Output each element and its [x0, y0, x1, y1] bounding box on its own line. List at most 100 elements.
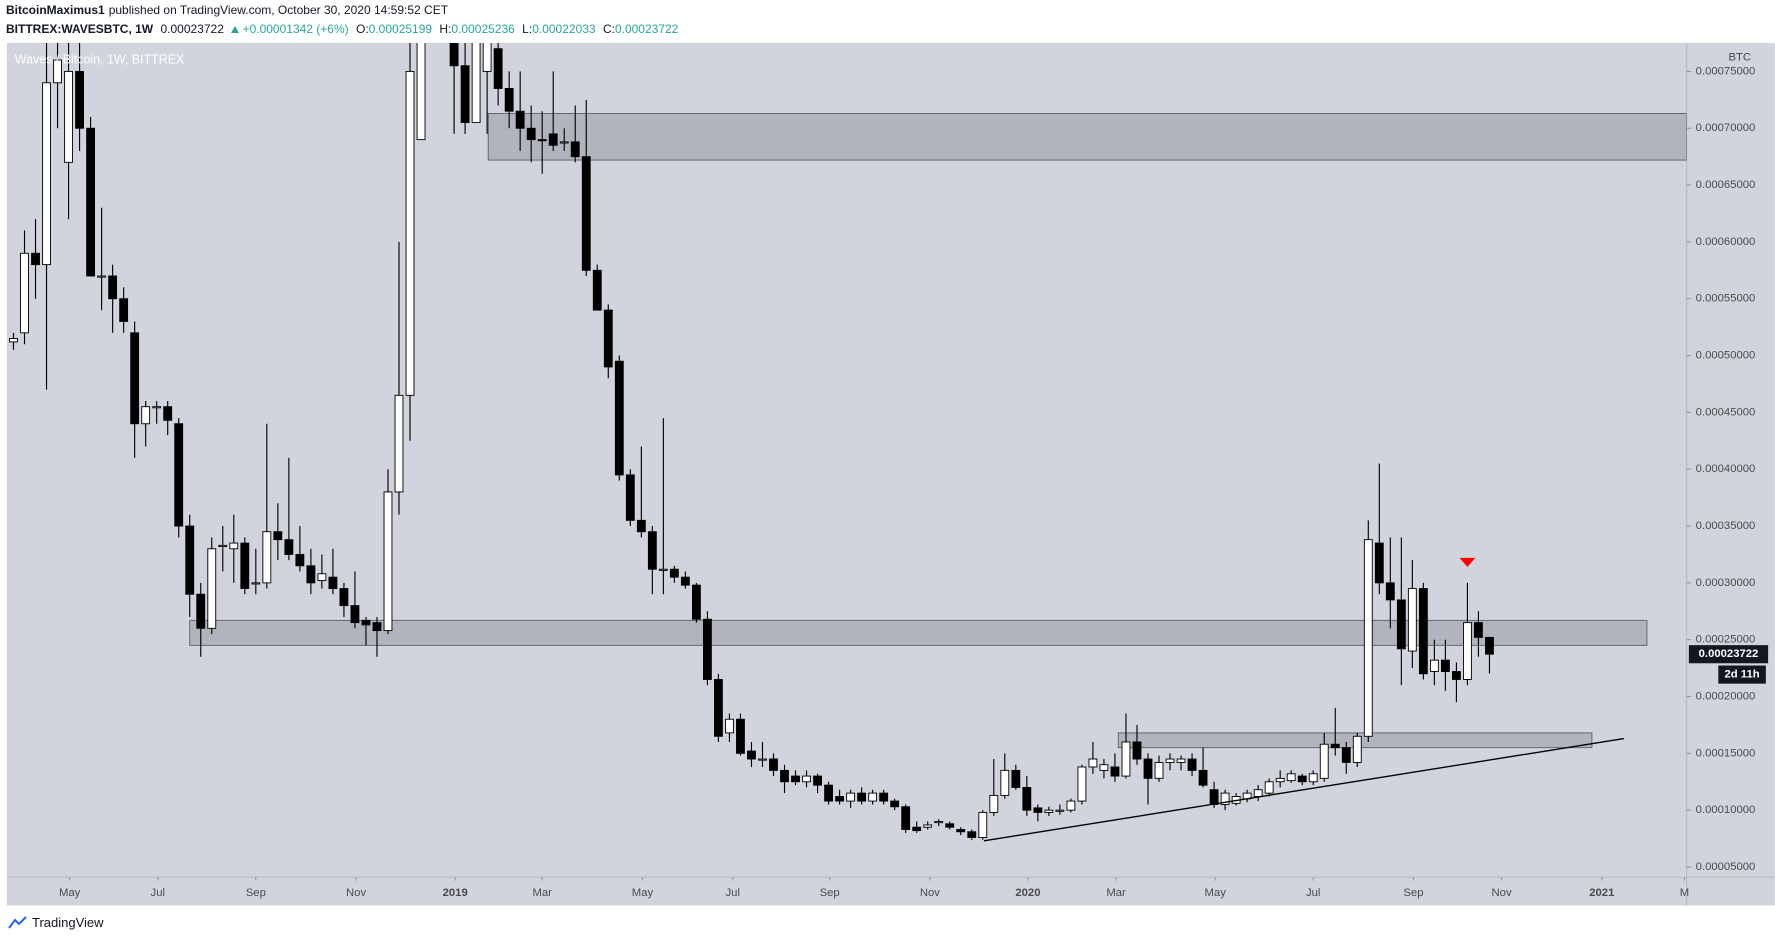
x-tick-label: Sep [1403, 887, 1423, 899]
candle-body [691, 584, 701, 620]
candle-body [1088, 758, 1098, 768]
candle-body [108, 275, 118, 300]
x-tick-label: May [632, 887, 654, 899]
candle-body [1187, 758, 1197, 771]
y-tick-label: 0.00025000 [1696, 634, 1756, 646]
candle-body [163, 406, 173, 421]
candle-body [1440, 659, 1450, 672]
close-value: 0.00023722 [614, 22, 679, 36]
ohlc-label: O: [356, 22, 369, 36]
candle-body [736, 718, 745, 754]
candle-body [581, 156, 591, 271]
candle-body [1044, 809, 1054, 813]
candle-body [1176, 758, 1186, 763]
candle-body [262, 531, 272, 584]
candle-body [229, 542, 239, 550]
low-value: 0.00022033 [532, 22, 596, 36]
candle-body [1352, 735, 1362, 763]
candle-body [1429, 659, 1439, 672]
x-tick-label: 2021 [1589, 887, 1614, 899]
y-tick-label: 0.00050000 [1696, 350, 1756, 362]
candle-body [934, 821, 944, 824]
price-label: 0.00023722 [1699, 648, 1759, 660]
candle-body [152, 406, 162, 409]
x-tick-label: Jul [726, 887, 740, 899]
candle-body [592, 269, 602, 311]
candle-body [1330, 743, 1340, 749]
candle-body [868, 792, 878, 802]
axes: 0.00005000 0.00010000 0.00015000 0.00020000… [59, 49, 1773, 899]
brand: TradingView [32, 915, 104, 930]
candle-body [1022, 786, 1032, 811]
candle-body [493, 48, 503, 89]
candle-body [537, 139, 547, 142]
up-arrow [231, 26, 240, 33]
candle-body [196, 593, 206, 629]
candle-body [1000, 769, 1010, 796]
candle-body [1474, 622, 1483, 638]
candle-body [1253, 789, 1263, 797]
candle-body [647, 531, 657, 570]
candle-body [53, 59, 62, 84]
footer: TradingView [8, 915, 104, 930]
candle-body [791, 775, 800, 783]
y-tick-label: 0.00060000 [1696, 236, 1756, 248]
candle-body [240, 542, 250, 589]
candle-body [1110, 766, 1120, 777]
x-tick-label: Mar [532, 887, 552, 899]
symbol: BITTREX:WAVESBTC, 1W [6, 22, 154, 36]
chart-legend: Waves / Bitcoin, 1W, BITTREX [15, 52, 185, 66]
x-tick-label: May [1205, 887, 1227, 899]
last-price: 0.00023722 [160, 22, 224, 36]
symbol-line: BITTREX:WAVESBTC, 1W 0.00023722 +0.00001… [6, 22, 682, 36]
candle-body [1033, 807, 1043, 813]
candle-body [857, 792, 867, 802]
candle-body [1418, 588, 1428, 675]
candle-body [1485, 636, 1494, 655]
candle-body [603, 309, 613, 368]
header-line: BitcoinMaximus1 published on TradingView.… [6, 3, 452, 17]
candle-body [339, 588, 349, 607]
price-zone [487, 113, 1687, 161]
author: BitcoinMaximus1 [6, 3, 105, 17]
candle-body [1055, 809, 1065, 812]
candle-body [658, 568, 668, 571]
candle-body [75, 70, 85, 129]
candle-body [669, 568, 679, 578]
signal-marker [1459, 557, 1476, 567]
y-unit: BTC [1728, 52, 1751, 64]
candle-body [31, 252, 40, 266]
candle-body [130, 332, 140, 425]
y-tick-label: 0.00035000 [1696, 520, 1756, 532]
trendline [983, 737, 1624, 842]
candle-body [548, 133, 558, 146]
candle-body [515, 110, 525, 129]
x-tick-label: Nov [1492, 887, 1512, 899]
candle-body [328, 576, 338, 589]
ohlc-label: H: [439, 22, 452, 36]
candle-body [449, 43, 459, 67]
high-value: 0.00025236 [451, 22, 515, 36]
unit-background [1688, 49, 1773, 66]
candle-body [1198, 769, 1208, 786]
ohlc-label: L: [522, 22, 533, 36]
candle-body [504, 88, 514, 112]
candle-body [482, 43, 492, 72]
candle-body [890, 800, 900, 808]
x-tick-label: M [1680, 887, 1689, 899]
y-tick-label: 0.00015000 [1696, 747, 1756, 759]
candle-body [967, 831, 977, 838]
x-tick-label: Nov [920, 887, 940, 899]
candle-body [1319, 743, 1329, 779]
candle-body [978, 811, 988, 838]
candle-body [1374, 542, 1384, 584]
y-tick-label: 0.00005000 [1696, 861, 1756, 873]
candle-body [218, 544, 228, 547]
candle-body [813, 775, 822, 786]
candle-body [86, 127, 96, 277]
candle-body [1286, 773, 1296, 782]
y-tick-label: 0.00040000 [1696, 463, 1756, 475]
candle-body [526, 127, 536, 141]
countdown: 2d 11h [1724, 669, 1759, 681]
